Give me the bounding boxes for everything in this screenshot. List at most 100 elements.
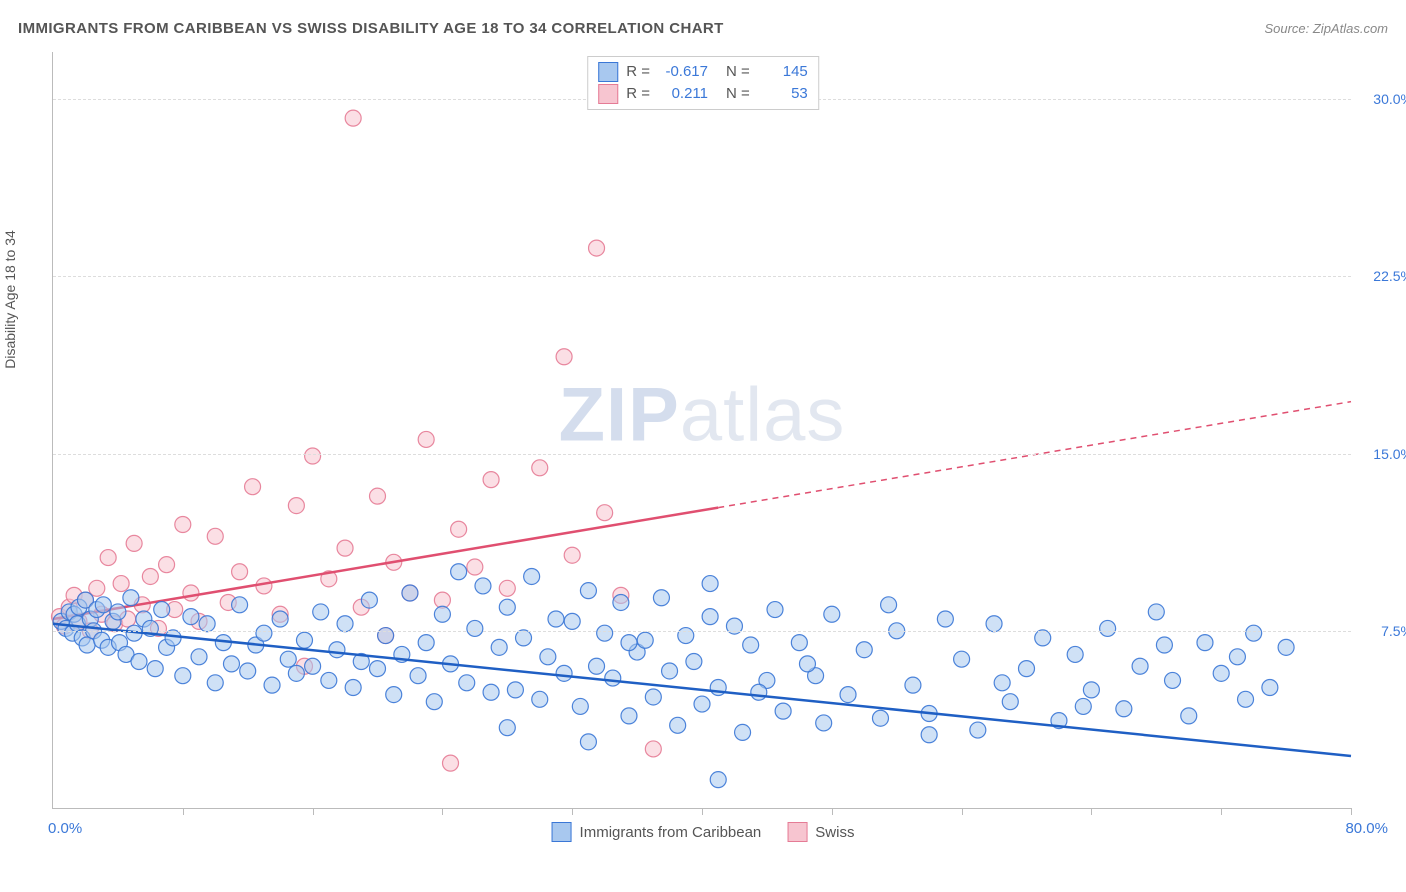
y-tick-label: 22.5% — [1358, 268, 1406, 284]
scatter-point — [1197, 635, 1213, 651]
scatter-point — [370, 661, 386, 677]
scatter-point — [483, 472, 499, 488]
scatter-point — [467, 620, 483, 636]
scatter-point — [207, 528, 223, 544]
scatter-point — [954, 651, 970, 667]
chart-source: Source: ZipAtlas.com — [1264, 21, 1388, 36]
scatter-point — [645, 741, 661, 757]
scatter-point — [126, 535, 142, 551]
scatter-point — [110, 604, 126, 620]
scatter-point — [816, 715, 832, 731]
scatter-point — [905, 677, 921, 693]
r-label: R = — [626, 61, 650, 83]
chart-title: IMMIGRANTS FROM CARIBBEAN VS SWISS DISAB… — [18, 20, 724, 37]
scatter-point — [540, 649, 556, 665]
scatter-point — [1213, 665, 1229, 681]
scatter-point — [556, 665, 572, 681]
scatter-point — [499, 720, 515, 736]
scatter-svg — [53, 52, 1351, 808]
scatter-point — [288, 498, 304, 514]
scatter-point — [605, 670, 621, 686]
scatter-point — [516, 630, 532, 646]
n-value-blue: 145 — [758, 61, 808, 83]
scatter-point — [694, 696, 710, 712]
x-axis-max-label: 80.0% — [1345, 820, 1388, 837]
scatter-point — [637, 632, 653, 648]
n-value-pink: 53 — [758, 83, 808, 105]
scatter-point — [113, 576, 129, 592]
chart-header: IMMIGRANTS FROM CARIBBEAN VS SWISS DISAB… — [18, 20, 1388, 37]
scatter-point — [361, 592, 377, 608]
swatch-pink-icon — [787, 822, 807, 842]
scatter-point — [1019, 661, 1035, 677]
scatter-point — [589, 240, 605, 256]
scatter-point — [147, 661, 163, 677]
scatter-point — [79, 637, 95, 653]
grid-line — [53, 631, 1351, 632]
scatter-point — [288, 665, 304, 681]
y-tick-label: 15.0% — [1358, 446, 1406, 462]
scatter-point — [710, 772, 726, 788]
scatter-point — [451, 521, 467, 537]
x-tick — [183, 808, 184, 815]
y-tick-label: 7.5% — [1358, 623, 1406, 639]
scatter-point — [386, 687, 402, 703]
scatter-point — [921, 727, 937, 743]
legend-label-pink: Swiss — [815, 824, 854, 841]
legend-row-blue: R = -0.617 N = 145 — [598, 61, 808, 83]
scatter-point — [345, 110, 361, 126]
scatter-point — [280, 651, 296, 667]
x-tick — [962, 808, 963, 815]
scatter-point — [1278, 639, 1294, 655]
scatter-point — [564, 547, 580, 563]
correlation-legend: R = -0.617 N = 145 R = 0.211 N = 53 — [587, 56, 819, 110]
scatter-point — [329, 642, 345, 658]
scatter-point — [159, 557, 175, 573]
x-tick — [1221, 808, 1222, 815]
scatter-point — [572, 698, 588, 714]
scatter-point — [1181, 708, 1197, 724]
scatter-point — [256, 578, 272, 594]
n-label: N = — [726, 61, 750, 83]
scatter-point — [183, 609, 199, 625]
scatter-point — [418, 635, 434, 651]
scatter-point — [154, 602, 170, 618]
scatter-point — [272, 611, 288, 627]
scatter-point — [264, 677, 280, 693]
scatter-point — [410, 668, 426, 684]
scatter-point — [856, 642, 872, 658]
legend-item-pink: Swiss — [787, 822, 854, 842]
scatter-point — [1116, 701, 1132, 717]
scatter-point — [459, 675, 475, 691]
scatter-point — [175, 668, 191, 684]
scatter-point — [532, 691, 548, 707]
scatter-point — [840, 687, 856, 703]
scatter-point — [1238, 691, 1254, 707]
scatter-point — [1132, 658, 1148, 674]
scatter-point — [507, 682, 523, 698]
scatter-point — [491, 639, 507, 655]
scatter-point — [1148, 604, 1164, 620]
series-legend: Immigrants from Caribbean Swiss — [552, 822, 855, 842]
scatter-point — [937, 611, 953, 627]
x-axis-min-label: 0.0% — [48, 820, 82, 837]
scatter-point — [686, 654, 702, 670]
scatter-point — [256, 625, 272, 641]
scatter-point — [207, 675, 223, 691]
scatter-point — [767, 602, 783, 618]
scatter-point — [321, 672, 337, 688]
scatter-point — [426, 694, 442, 710]
scatter-point — [499, 580, 515, 596]
scatter-point — [1156, 637, 1172, 653]
scatter-point — [467, 559, 483, 575]
scatter-point — [223, 656, 239, 672]
scatter-point — [131, 654, 147, 670]
scatter-point — [305, 658, 321, 674]
scatter-point — [881, 597, 897, 613]
scatter-point — [345, 680, 361, 696]
scatter-point — [1067, 646, 1083, 662]
scatter-point — [702, 576, 718, 592]
grid-line — [53, 454, 1351, 455]
legend-row-pink: R = 0.211 N = 53 — [598, 83, 808, 105]
scatter-point — [556, 349, 572, 365]
